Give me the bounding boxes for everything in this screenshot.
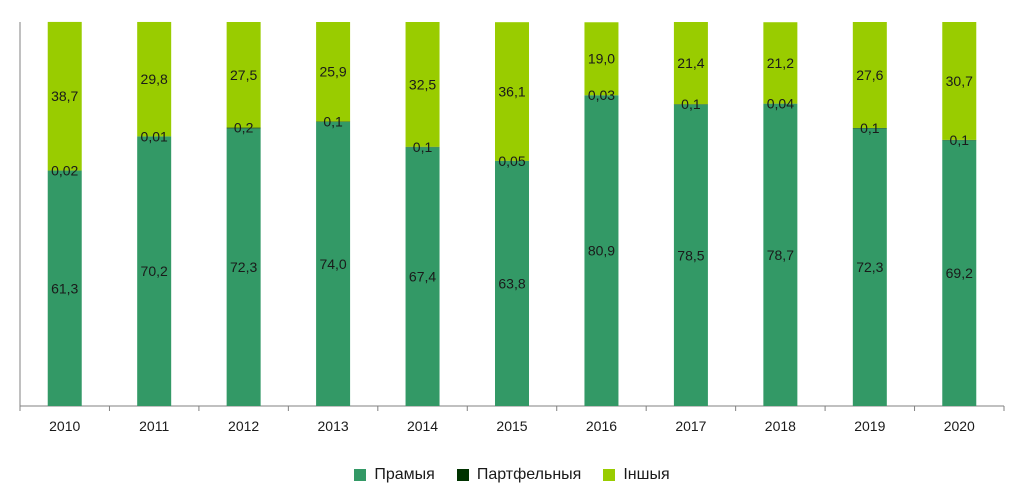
data-label: 61,3 xyxy=(51,280,78,296)
data-label: 0,1 xyxy=(413,139,433,155)
data-label: 0,04 xyxy=(767,96,794,112)
bar-segment-direct xyxy=(942,140,977,406)
data-label: 0,02 xyxy=(51,163,78,179)
legend-swatch-direct xyxy=(354,469,367,481)
legend-label-portfolio: Партфельныя xyxy=(476,466,582,483)
bar-segment-other xyxy=(763,22,798,104)
legend-item-other: Іншыя xyxy=(603,466,670,484)
data-label: 27,5 xyxy=(230,67,257,83)
x-tick-label: 2012 xyxy=(228,418,259,434)
data-label: 27,6 xyxy=(856,67,883,83)
data-label: 21,2 xyxy=(767,55,794,71)
data-label: 38,7 xyxy=(51,88,78,104)
legend-item-portfolio: Партфельныя xyxy=(456,466,582,484)
bar-segment-other xyxy=(495,22,529,161)
data-label: 72,3 xyxy=(230,259,257,275)
bar-segment-other xyxy=(942,22,977,140)
bar-segment-other xyxy=(226,22,261,128)
data-label: 70,2 xyxy=(141,263,168,279)
legend-label-other: Іншыя xyxy=(623,466,670,483)
x-tick-label: 2017 xyxy=(675,418,706,434)
bar-segment-other xyxy=(673,22,708,105)
data-label: 21,4 xyxy=(677,55,704,71)
x-tick-label: 2014 xyxy=(407,418,438,434)
bar-segment-direct xyxy=(405,147,440,406)
data-label: 32,5 xyxy=(409,76,436,92)
bar-segment-direct xyxy=(47,170,82,406)
data-label: 63,8 xyxy=(498,276,525,292)
bar-segment-other xyxy=(137,21,172,137)
bar-segment-direct xyxy=(852,128,887,407)
data-label: 69,2 xyxy=(946,265,973,281)
data-label: 72,3 xyxy=(856,259,883,275)
bar-segment-other xyxy=(47,21,82,171)
x-tick-label: 2016 xyxy=(586,418,617,434)
data-label: 78,5 xyxy=(677,247,704,263)
x-tick-label: 2013 xyxy=(318,418,349,434)
bar-segment-direct xyxy=(137,136,172,406)
data-label: 0,05 xyxy=(498,153,525,169)
bar-segment-direct xyxy=(673,104,708,406)
bar-segment-direct xyxy=(495,161,529,406)
x-tick-label: 2019 xyxy=(854,418,885,434)
bar-segment-other xyxy=(852,22,887,128)
bar-segment-direct xyxy=(316,121,351,406)
legend-label-direct: Прамыя xyxy=(374,466,435,483)
data-label: 0,03 xyxy=(588,87,615,103)
legend: Прамыя Партфельныя Іншыя xyxy=(0,466,1024,484)
data-label: 74,0 xyxy=(319,256,346,272)
data-label: 30,7 xyxy=(946,73,973,89)
legend-swatch-portfolio xyxy=(456,469,469,481)
bar-segment-direct xyxy=(763,103,798,407)
data-label: 78,7 xyxy=(767,247,794,263)
x-tick-label: 2018 xyxy=(765,418,796,434)
data-label: 0,01 xyxy=(141,128,168,144)
data-label: 0,1 xyxy=(860,120,880,136)
x-tick-label: 2011 xyxy=(139,418,169,434)
data-label: 29,8 xyxy=(141,71,168,87)
data-label: 19,0 xyxy=(588,51,615,67)
bar-segment-other xyxy=(316,22,351,122)
x-tick-label: 2020 xyxy=(944,418,975,434)
legend-swatch-other xyxy=(603,469,616,481)
bar-segment-other xyxy=(405,22,440,147)
data-label: 0,2 xyxy=(234,120,254,136)
bar-segment-direct xyxy=(584,95,619,407)
data-label: 67,4 xyxy=(409,269,436,285)
data-label: 0,1 xyxy=(681,96,701,112)
bar-segment-direct xyxy=(226,128,261,407)
data-label: 0,1 xyxy=(323,113,343,129)
x-tick-label: 2010 xyxy=(49,418,80,434)
bar-segment-portfolio xyxy=(226,127,261,129)
data-label: 25,9 xyxy=(319,64,346,80)
data-label: 80,9 xyxy=(588,243,615,259)
bar-segment-other xyxy=(584,22,619,96)
x-tick-label: 2015 xyxy=(496,418,527,434)
data-label: 0,1 xyxy=(950,132,970,148)
data-label: 36,1 xyxy=(498,84,525,100)
legend-item-direct: Прамыя xyxy=(354,466,435,484)
